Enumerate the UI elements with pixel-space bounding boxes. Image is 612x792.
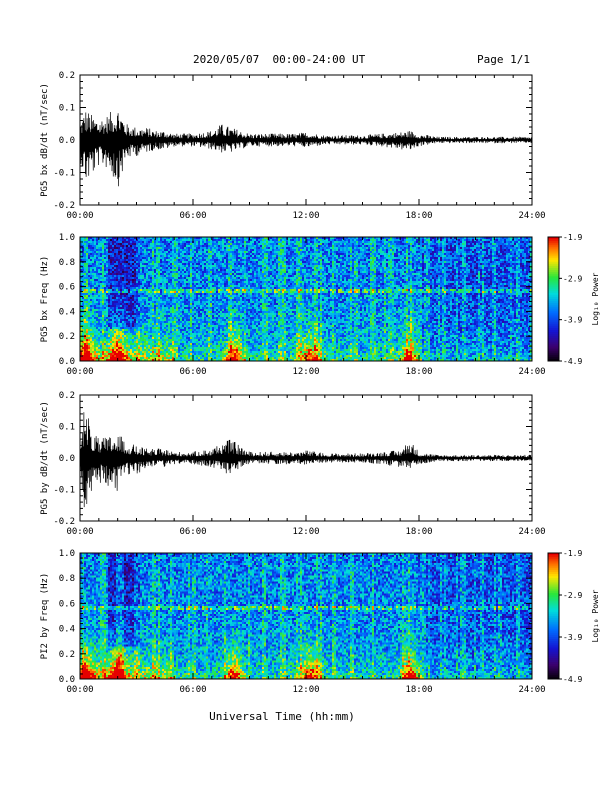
y-tick-label: 0.2 [59,391,75,401]
y-axis-label: PG5 by dB/dt (nT/sec) [40,401,50,515]
y-tick-label: 0.1 [59,423,75,433]
x-tick-label: 12:00 [292,527,319,537]
y-tick-label: 0.1 [59,104,75,114]
x-tick-label: 24:00 [518,211,545,221]
x-tick-label: 18:00 [405,367,432,377]
y-tick-label: 0.2 [59,71,75,81]
y-tick-label: 0.8 [59,258,75,268]
spectrogram-panel-3: 00:00 06:00 12:00 18:00 24:00 1.0 0.8 0.6 0.4 0.2… [40,549,600,695]
x-tick-label: 24:00 [518,685,545,695]
colorbar-tick-label: -4.9 [563,357,582,366]
colorbar-label: Log₁₀ Power [591,589,600,642]
x-axis-label: Universal Time (hh:mm) [209,710,355,723]
y-tick-label: 0.8 [59,574,75,584]
y-tick-label: 0.4 [59,625,75,635]
x-tick-label: 12:00 [292,211,319,221]
colorbar-tick-label: -1.9 [563,549,582,558]
y-tick-label: 0.2 [59,332,75,342]
spectrogram-cells [80,237,532,361]
y-tick-label: 1.0 [59,233,75,243]
x-tick-label: 24:00 [518,367,545,377]
y-axis-label: PG5 bx dB/dt (nT/sec) [40,83,50,197]
x-tick-label: 00:00 [66,367,93,377]
x-tick-label: 24:00 [518,527,545,537]
waveform-panel-2: 00:00 06:00 12:00 18:00 24:00 0.2 0.1 0.0 -0.1 -0… [40,391,546,537]
x-tick-label: 00:00 [66,685,93,695]
y-tick-label: -0.1 [53,169,75,179]
y-axis-label: PI2 by Freq (Hz) [40,573,50,660]
colorbar-tick-label: -1.9 [563,233,582,242]
spectrogram-panel-1: 00:00 06:00 12:00 18:00 24:00 1.0 0.8 0.6 0.4 0.2… [40,233,600,377]
spectrogram-cells [80,553,532,679]
y-tick-label: 0.6 [59,283,75,293]
y-tick-label: 0.4 [59,307,75,317]
x-tick-label: 06:00 [179,685,206,695]
x-tick-label: 18:00 [405,685,432,695]
colorbar-tick-label: -4.9 [563,675,582,684]
colorbar-label: Log₁₀ Power [591,272,600,325]
colorbar: -1.9 -2.9 -3.9 -4.9 Log₁₀ Power [548,549,600,684]
y-tick-label: -0.1 [53,486,75,496]
x-tick-label: 00:00 [66,211,93,221]
x-tick-label: 12:00 [292,685,319,695]
x-tick-label: 18:00 [405,527,432,537]
colorbar-tick-label: -3.9 [563,633,582,642]
waveform-panel-0: 00:00 06:00 12:00 18:00 24:00 0.2 0.1 0.0 -0.1 -0… [40,71,546,221]
x-tick-label: 06:00 [179,211,206,221]
x-tick-label: 18:00 [405,211,432,221]
y-axis-label: PG5 bx Freq (Hz) [40,256,50,343]
y-tick-label: -0.2 [53,201,75,211]
y-tick-label: 0.0 [59,675,75,685]
x-tick-label: 12:00 [292,367,319,377]
y-tick-label: 0.6 [59,599,75,609]
y-tick-label: 0.2 [59,650,75,660]
colorbar: -1.9 -2.9 -3.9 -4.9 Log₁₀ Power [548,233,600,366]
x-tick-label: 00:00 [66,527,93,537]
x-tick-label: 06:00 [179,527,206,537]
y-tick-label: 0.0 [59,454,75,464]
colorbar-tick-label: -2.9 [563,274,582,283]
y-tick-label: -0.2 [53,517,75,527]
colorbar-tick-label: -2.9 [563,591,582,600]
y-tick-label: 0.0 [59,136,75,146]
y-tick-label: 1.0 [59,549,75,559]
x-tick-label: 06:00 [179,367,206,377]
colorbar-tick-label: -3.9 [563,316,582,325]
y-tick-label: 0.0 [59,357,75,367]
